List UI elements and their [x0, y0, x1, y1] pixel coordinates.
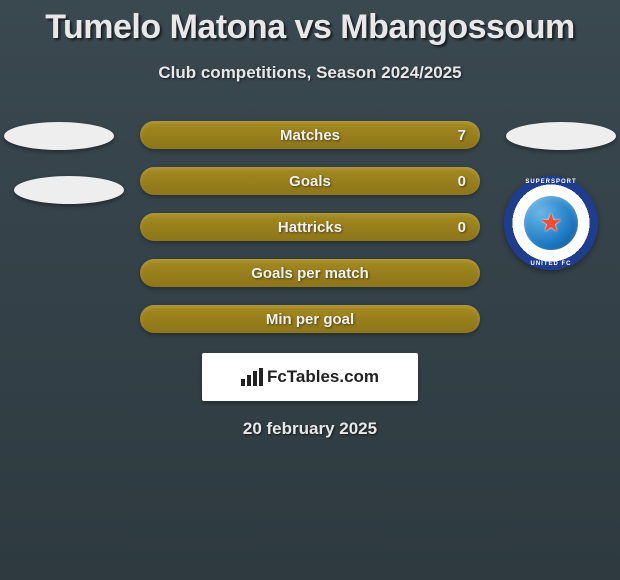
- club-inner-globe: ★: [524, 196, 578, 250]
- stat-label: Hattricks: [278, 219, 342, 236]
- stat-value: 0: [458, 219, 466, 236]
- player1-club-placeholder: [14, 176, 124, 204]
- page-subtitle: Club competitions, Season 2024/2025: [0, 63, 620, 83]
- player2-avatar-placeholder: [506, 122, 616, 150]
- stat-bar-min-per-goal: Min per goal: [140, 305, 480, 333]
- stat-label: Matches: [280, 127, 340, 144]
- fctables-watermark: FcTables.com: [202, 353, 418, 401]
- club-badge: SUPERSPORT ★ UNITED FC: [504, 176, 598, 270]
- stat-label: Goals per match: [251, 265, 369, 282]
- footer-date: 20 february 2025: [0, 419, 620, 439]
- stat-bars: Matches 7 Goals 0 Hattricks 0 Goals per …: [140, 121, 480, 333]
- club-name-top: SUPERSPORT: [525, 179, 576, 185]
- club-star-icon: ★: [539, 208, 562, 239]
- bar-chart-icon: [241, 368, 263, 386]
- fctables-brand: FcTables.com: [267, 367, 379, 387]
- club-name-bottom: UNITED FC: [531, 261, 572, 267]
- stat-value: 7: [458, 127, 466, 144]
- stat-bar-goals: Goals 0: [140, 167, 480, 195]
- stat-bar-hattricks: Hattricks 0: [140, 213, 480, 241]
- stat-label: Goals: [289, 173, 331, 190]
- stat-value: 0: [458, 173, 466, 190]
- stat-label: Min per goal: [266, 311, 354, 328]
- stat-bar-matches: Matches 7: [140, 121, 480, 149]
- stat-bar-goals-per-match: Goals per match: [140, 259, 480, 287]
- page-title: Tumelo Matona vs Mbangossoum: [0, 0, 620, 47]
- player1-avatar-placeholder: [4, 122, 114, 150]
